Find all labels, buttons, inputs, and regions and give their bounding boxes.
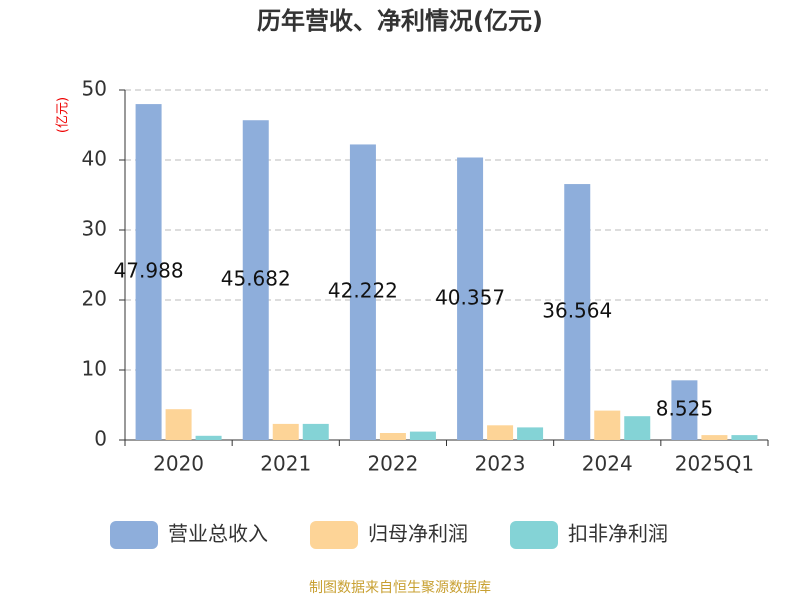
data-label: 40.357: [435, 285, 505, 309]
data-label: 36.564: [542, 299, 612, 323]
bar: [135, 104, 162, 441]
bar: [487, 425, 514, 440]
y-unit-label: (亿元): [56, 97, 71, 133]
x-tick-label: 2021: [260, 452, 311, 476]
bar: [302, 423, 329, 440]
x-tick-label: 2020: [153, 452, 204, 476]
bar: [409, 431, 436, 440]
legend-label: 扣非净利润: [568, 522, 668, 546]
bar: [517, 427, 544, 440]
x-tick-label: 2024: [582, 452, 633, 476]
bar: [701, 435, 728, 440]
y-tick-label: 20: [82, 287, 107, 311]
bar: [594, 410, 621, 440]
y-tick-label: 40: [82, 147, 107, 171]
legend-swatch: [310, 521, 358, 549]
bar: [272, 423, 299, 440]
bar: [379, 433, 406, 440]
bar: [671, 380, 698, 440]
y-tick-label: 0: [94, 427, 107, 451]
bar: [564, 184, 591, 440]
bar: [349, 144, 376, 441]
y-tick-label: 30: [82, 217, 107, 241]
chart-title: 历年营收、净利情况(亿元): [257, 7, 543, 35]
y-tick-label: 50: [82, 77, 107, 101]
legend-label: 营业总收入: [168, 522, 268, 546]
bar: [457, 157, 484, 440]
x-tick-label: 2023: [475, 452, 526, 476]
bar: [195, 435, 222, 440]
data-label: 47.988: [114, 259, 184, 283]
bar: [731, 435, 758, 440]
bar: [242, 120, 269, 440]
legend-swatch: [510, 521, 558, 549]
data-label: 42.222: [328, 279, 398, 303]
x-tick-label: 2022: [367, 452, 418, 476]
legend-label: 归母净利润: [368, 522, 468, 546]
x-tick-label: 2025Q1: [675, 452, 754, 476]
data-label: 45.682: [221, 267, 291, 291]
bar: [165, 409, 192, 440]
legend-swatch: [110, 521, 158, 549]
source-note: 制图数据来自恒生聚源数据库: [309, 580, 491, 596]
bar: [624, 416, 651, 440]
y-tick-label: 10: [82, 357, 107, 381]
data-label: 8.525: [656, 397, 713, 421]
